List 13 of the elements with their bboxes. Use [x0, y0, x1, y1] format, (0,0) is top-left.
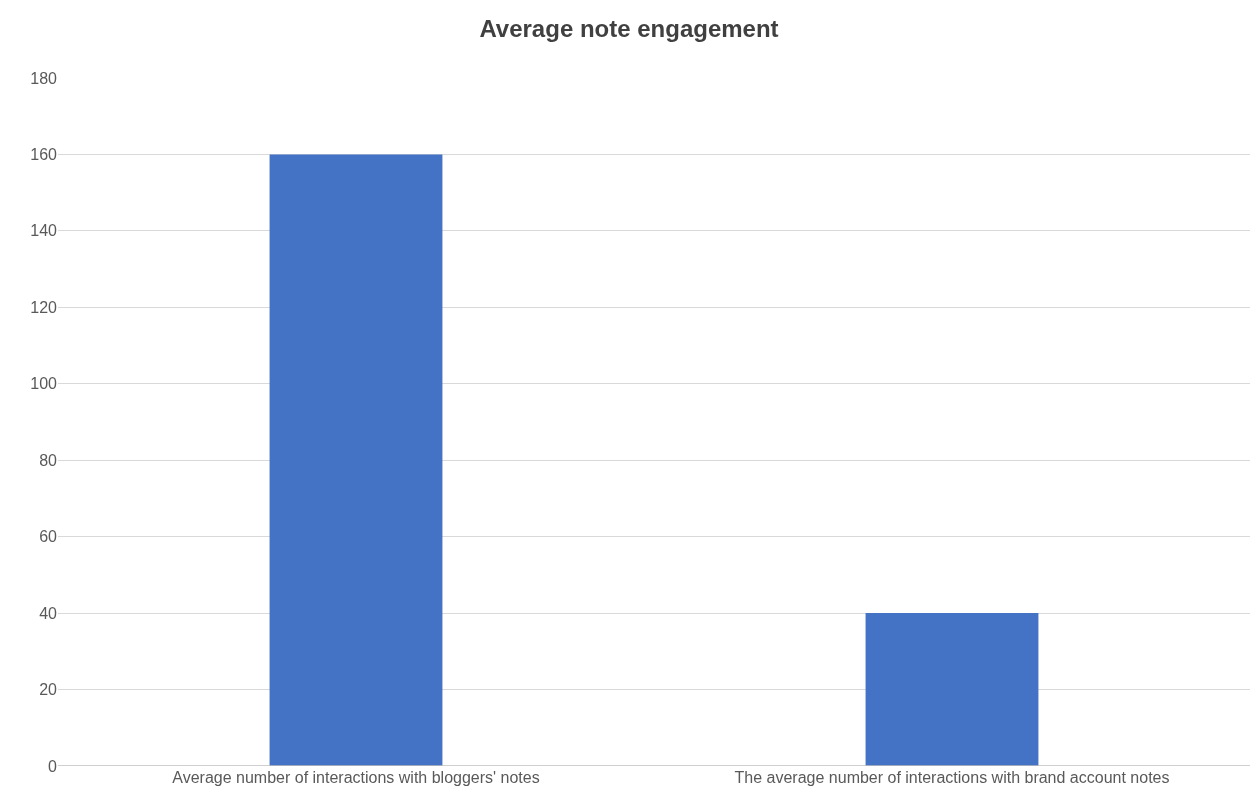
y-tick-label: 140	[30, 222, 58, 240]
y-tick-label: 160	[30, 146, 58, 164]
y-tick-label: 60	[39, 528, 58, 546]
x-tick-label: The average number of interactions with brand account notes	[734, 769, 1170, 786]
y-tick-label: 80	[39, 451, 58, 469]
y-tick-label: 120	[30, 298, 58, 316]
y-tick-label: 180	[30, 69, 58, 87]
y-tick-label: 40	[39, 604, 58, 622]
x-tick-label: Average number of interactions with bloggers' notes	[172, 769, 540, 786]
y-tick-label: 20	[39, 681, 58, 699]
chart-title: Average note engagement	[479, 14, 779, 42]
y-tick-label: 0	[48, 757, 58, 775]
y-tick-label: 100	[30, 375, 58, 393]
